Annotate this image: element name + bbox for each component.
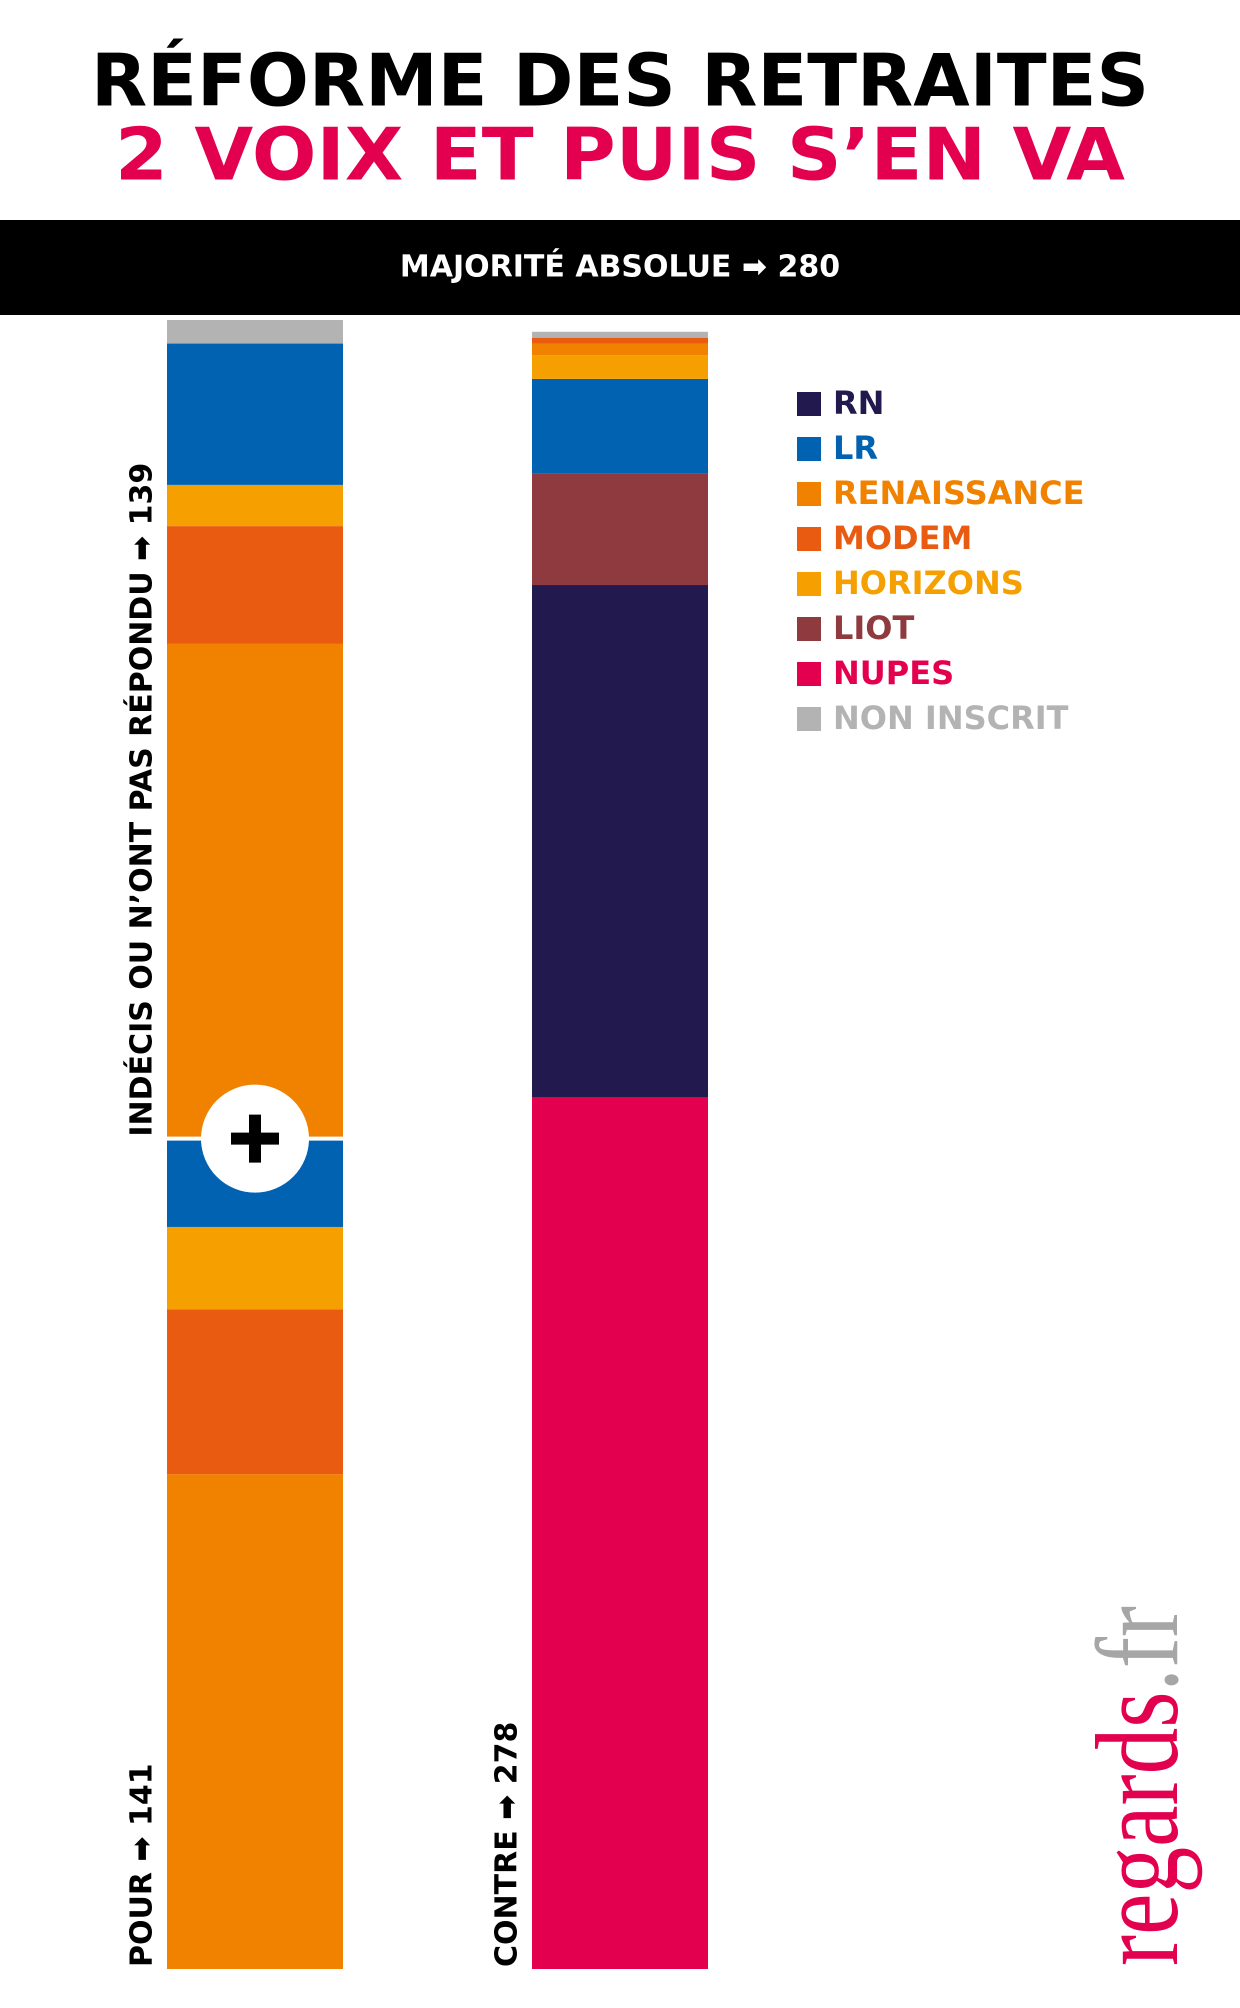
bar-segment (167, 343, 343, 485)
legend-label: MODEM (833, 519, 972, 557)
legend-label: LIOT (833, 609, 915, 647)
legend-label: RENAISSANCE (833, 474, 1085, 512)
legend-swatch (797, 617, 821, 641)
legend-swatch (797, 482, 821, 506)
bar-segment (167, 1474, 343, 1969)
chart-subtitle: 2 VOIX ET PUIS S’EN VA (115, 113, 1125, 197)
stack-label: CONTRE ➡ 278 (490, 1722, 525, 1967)
bar-segment (167, 320, 343, 344)
legend-label: LR (833, 429, 878, 467)
banner-text: MAJORITÉ ABSOLUE ➡ 280 (400, 249, 840, 285)
bar-segment (532, 473, 708, 586)
legend-swatch (797, 572, 821, 596)
stack-label: INDÉCIS OU N’ONT PAS RÉPONDU ➡ 139 (124, 463, 160, 1137)
bar-segment (167, 1309, 343, 1475)
legend-label: NUPES (833, 654, 954, 692)
legend-label: RN (833, 384, 884, 422)
bar-segment (532, 1097, 708, 1969)
chart-title: RÉFORME DES RETRAITES (91, 39, 1149, 123)
bar-segment (532, 343, 708, 356)
logo-name: regards (1072, 1691, 1203, 1966)
banner (0, 220, 1240, 315)
stack-label: POUR ➡ 141 (125, 1763, 160, 1967)
legend-swatch (797, 707, 821, 731)
bar-segment (167, 1226, 343, 1310)
plus-v (249, 1114, 261, 1163)
legend-label: HORIZONS (833, 564, 1024, 602)
bar-segment (532, 585, 708, 1098)
bar-segment (532, 331, 708, 338)
logo: regards.fr (1072, 1606, 1203, 1966)
bar-segment (532, 337, 708, 344)
bar-segment (167, 643, 343, 1139)
bar-segment (167, 484, 343, 527)
legend-swatch (797, 392, 821, 416)
bar-segment (167, 526, 343, 644)
bar-segment (532, 355, 708, 379)
logo-tld: .fr (1072, 1606, 1203, 1691)
legend-swatch (797, 662, 821, 686)
legend-swatch (797, 437, 821, 461)
legend-label: NON INSCRIT (833, 699, 1069, 737)
legend-swatch (797, 527, 821, 551)
bar-segment (532, 378, 708, 474)
